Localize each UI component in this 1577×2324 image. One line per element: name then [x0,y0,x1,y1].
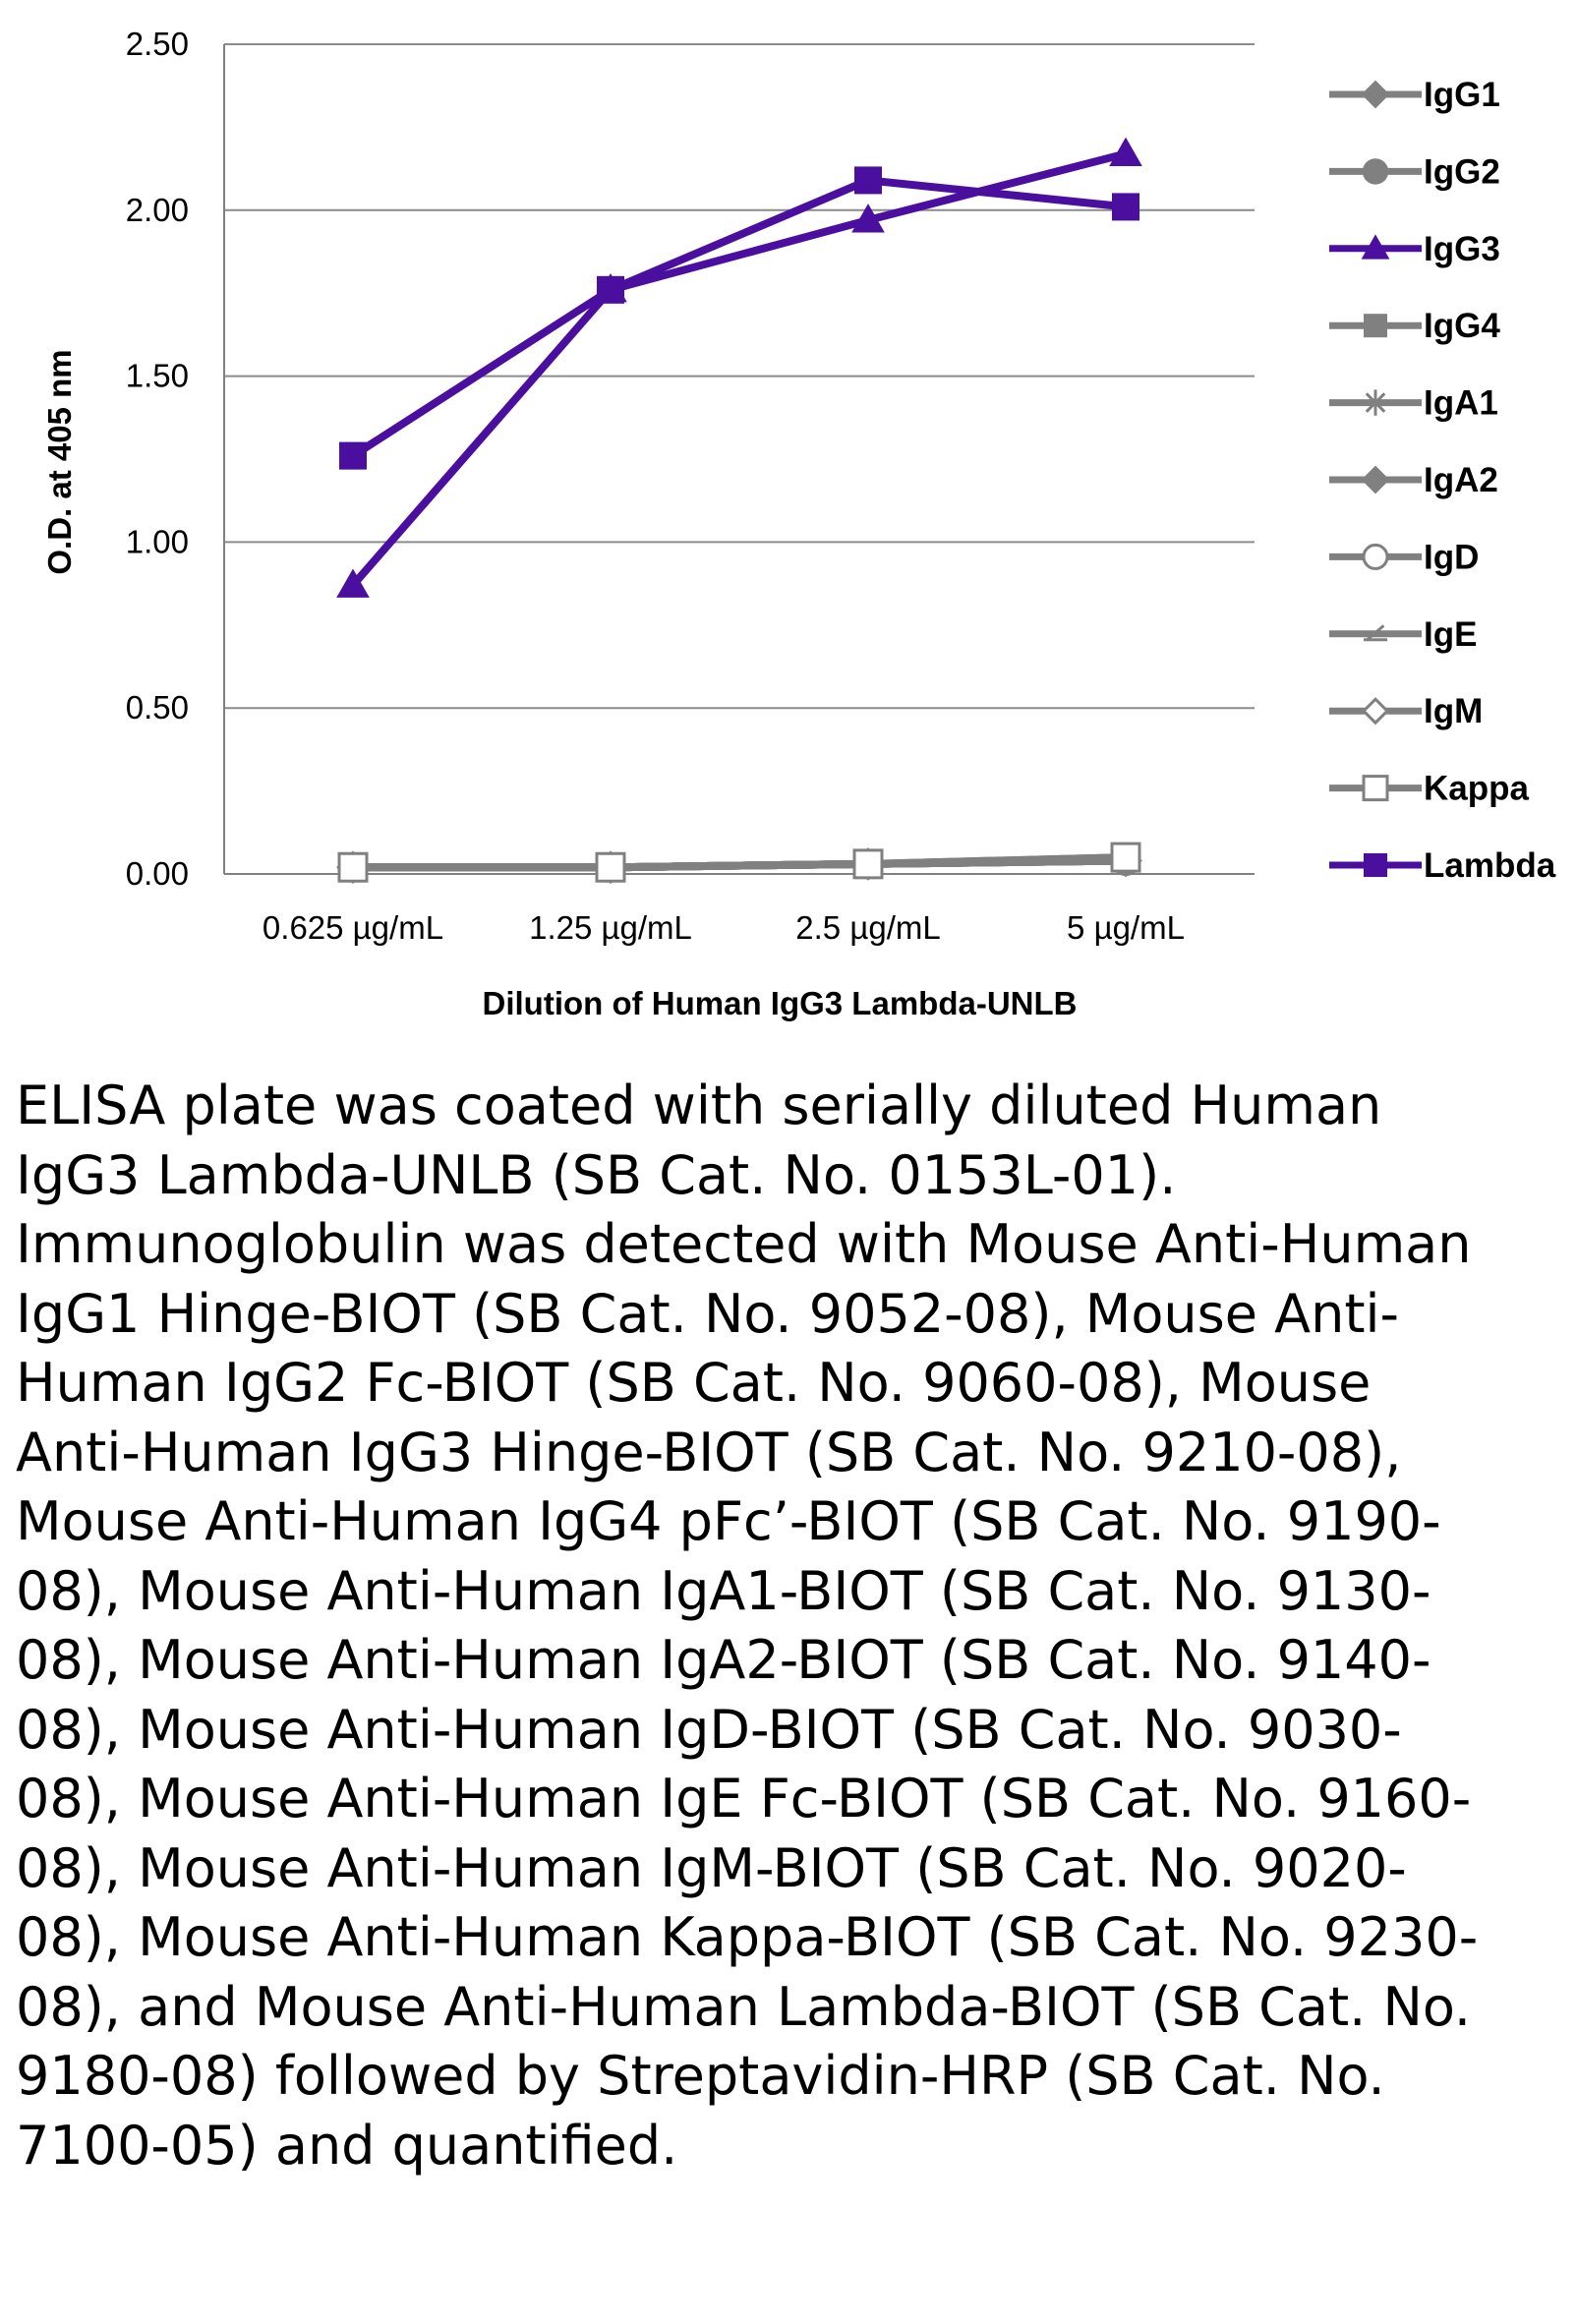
legend-item-ige: IgE [1329,615,1477,654]
legend-marker-lambda [1364,853,1387,877]
legend-label: IgG2 [1424,152,1500,191]
data-point-lambda [339,441,367,470]
data-point-igg3 [336,568,370,598]
series-line-lambda [350,176,1127,459]
legend-marker-igg4 [1364,314,1387,338]
y-tick-label: 1.50 [126,358,189,394]
legend-marker-igg2 [1362,158,1389,185]
legend-item-igg1: IgG1 [1329,76,1500,114]
x-tick-label: 0.625 µg/mL [263,909,443,946]
y-tick-label: 2.50 [126,26,189,62]
x-tick-label: 2.5 µg/mL [795,909,940,946]
legend-item-igg4: IgG4 [1329,307,1500,345]
legend-marker-ige [1364,624,1387,642]
legend-label: Kappa [1424,770,1530,808]
legend-item-igg3: IgG3 [1329,230,1500,268]
legend-label: IgE [1424,615,1477,654]
data-point-kappa [1110,842,1141,873]
y-tick-label: 1.00 [126,523,189,559]
data-point-lambda [854,166,882,195]
y-tick-labels: 0.00 0.50 1.00 1.50 2.00 2.50 [126,26,189,892]
series-layer [336,137,1142,885]
x-tick-labels: 0.625 µg/mL 1.25 µg/mL 2.5 µg/mL 5 µg/mL [263,909,1185,946]
y-tick-label: 2.00 [126,192,189,228]
legend-item-igd: IgD [1329,538,1479,576]
data-point-kappa [852,848,884,880]
legend-label: IgA1 [1424,384,1498,423]
legend-marker-iga1 [1362,389,1389,416]
data-point-kappa [337,851,369,883]
series-line-igg3 [349,149,1127,588]
legend-label: IgM [1424,692,1483,730]
legend-marker-kappa [1362,775,1389,802]
y-tick-label: 0.00 [126,855,189,892]
gridlines [224,43,1255,710]
legend-marker-igm [1361,697,1390,726]
x-axis-title: Dilution of Human IgG3 Lambda-UNLB [483,985,1078,1021]
legend-label: Lambda [1424,846,1556,885]
legend-item-kappa: Kappa [1329,770,1530,808]
data-point-lambda [1112,193,1139,221]
legend-item-igg2: IgG2 [1329,152,1500,191]
legend-item-lambda: Lambda [1329,846,1556,885]
y-tick-label: 0.50 [126,689,189,726]
legend-marker-igg1 [1361,80,1390,109]
legend-item-igm: IgM [1329,692,1483,730]
elisa-line-chart: 0.00 0.50 1.00 1.50 2.00 2.50 0.625 µg/mL 1.25… [41,26,1556,1021]
figure-caption: ELISA plate was coated with serially dil… [16,1075,1479,2177]
legend-marker-iga2 [1361,465,1390,494]
series-lambda [339,166,1139,470]
x-tick-label: 5 µg/mL [1067,909,1185,946]
x-tick-label: 1.25 µg/mL [529,909,692,946]
legend-label: IgD [1424,538,1479,576]
series-line-kappa [353,853,1127,872]
series-igg3 [336,137,1142,598]
legend-label: IgG1 [1424,76,1500,114]
legend-marker-igd [1362,543,1389,570]
series-kappa [337,842,1141,883]
legend-item-iga2: IgA2 [1329,461,1498,499]
data-point-kappa [595,851,626,883]
y-axis-title: O.D. at 405 nm [41,349,78,574]
legend-label: IgG4 [1424,307,1500,345]
data-point-igg3 [1109,137,1142,167]
legend-label: IgG3 [1424,230,1500,268]
legend-label: IgA2 [1424,461,1498,499]
legend-item-iga1: IgA1 [1329,384,1498,423]
legend: IgG1 IgG2 IgG3 IgG4 IgA1 IgA2 IgD IgE IgM Kappa La… [1329,76,1556,885]
legend-marker-igg3 [1361,234,1390,260]
data-point-lambda [597,275,624,304]
data-point-igg3 [851,203,885,233]
